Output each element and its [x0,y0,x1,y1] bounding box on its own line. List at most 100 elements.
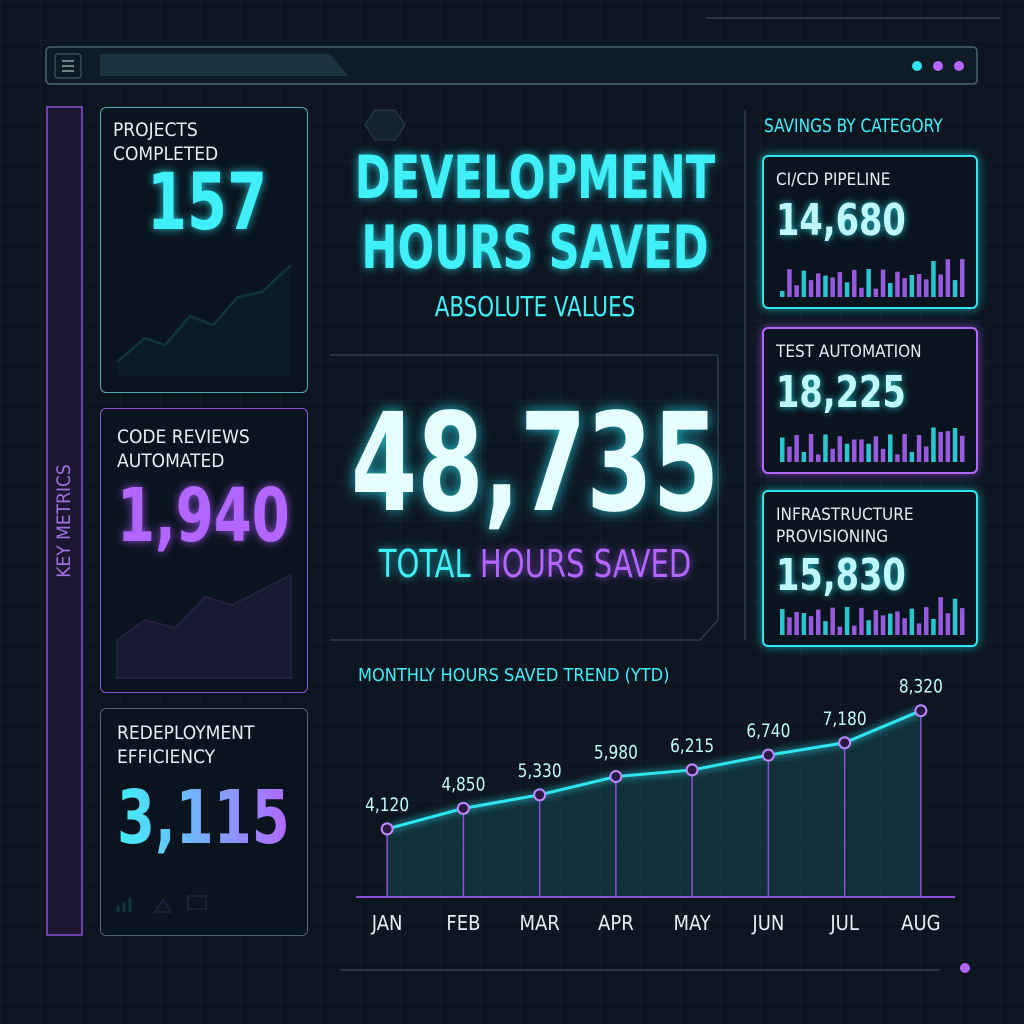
data-point [761,748,775,762]
trend-line [386,709,922,831]
mini-bar [780,437,785,462]
value-label: 5,330 [518,760,562,782]
x-tick-label: FEB [446,911,480,935]
metric-card: CODE REVIEWS AUTOMATED 1,940 [100,408,308,693]
mini-bar [916,273,922,297]
value-label: 6,740 [746,720,790,742]
mini-bar [787,269,792,297]
category-label: INFRASTRUCTURE PROVISIONING [776,505,914,547]
data-point [838,736,852,750]
title: HOURS SAVED [361,213,709,283]
mini-bar [931,427,936,462]
category-value: 15,830 [776,550,906,601]
mini-bar [808,616,814,635]
metric-value: 157 [147,158,268,248]
metric-card: REDEPLOYMENT EFFICIENCY 3,115 [100,708,308,936]
mini-bar [931,260,936,297]
mini-bar [945,259,951,297]
line-area [387,710,921,897]
metric-value: 1,940 [117,473,290,559]
data-point [380,822,394,836]
category-label: TEST AUTOMATION [776,342,922,362]
decor-dot [960,963,970,973]
mini-bar [794,611,799,635]
x-tick-label: JUN [751,911,784,935]
x-tick-label: MAY [673,911,711,935]
mini-bar [844,443,850,462]
total-label: TOTAL HOURS SAVED [361,542,710,586]
x-tick-label: AUG [901,911,940,935]
value-label: 4,850 [441,774,485,796]
sidebar [46,106,83,936]
mini-bars [780,427,965,462]
data-point [685,763,699,777]
mini-bar [945,431,951,462]
mini-bar [859,287,864,297]
mini-bar [787,617,792,635]
status-dot [933,61,943,71]
metric-label: REDEPLOYMENT EFFICIENCY [117,722,255,768]
category-label: CI/CD PIPELINE [776,170,891,190]
mini-bar [852,439,857,462]
mini-bar [960,435,965,462]
search-bar[interactable] [100,54,348,76]
mini-bars [780,597,965,635]
category-card: CI/CD PIPELINE 14,680 [762,155,978,309]
category-card: TEST AUTOMATION 18,225 [762,327,978,474]
category-value: 18,225 [776,367,906,418]
mini-bar [888,613,893,635]
mini-bar [952,280,958,297]
mini-bar [938,274,943,297]
mini-bar [888,434,893,462]
total-label-part: HOURS SAVED [479,542,692,586]
mini-bar [880,615,886,635]
menu-button[interactable] [54,53,82,79]
mini-bar [902,278,907,297]
menu-icon [62,60,74,72]
value-label: 4,120 [365,794,409,816]
mini-bars [780,259,965,297]
data-point [456,801,470,815]
mini-bar [960,608,965,635]
mini-bar [859,439,864,462]
x-tick-label: JUL [829,911,859,935]
status-dot [912,61,922,71]
mini-bar [837,626,843,635]
mini-bar [873,288,879,297]
mini-bar [823,621,828,635]
decor-line [330,17,1000,641]
mini-bar [909,274,915,297]
category-card: INFRASTRUCTURE PROVISIONING 15,830 [762,490,978,647]
mini-bar [902,434,907,462]
mini-bar [823,275,828,297]
mini-bar [830,448,835,462]
mini-bar [816,609,821,635]
mini-bar [938,431,943,462]
mini-bar [895,454,900,462]
mini-bar [787,446,792,462]
mini-bar [902,618,907,635]
mini-bar [830,607,835,635]
mini-bar [794,285,799,297]
decor-line [340,110,940,971]
mini-bar [888,283,893,297]
mini-bar [794,435,799,462]
mini-bar [801,270,807,297]
mini-bar [924,607,929,635]
category-title: SAVINGS BY CATEGORY [764,115,943,137]
mini-bar [866,269,871,297]
x-tick-label: APR [598,911,634,935]
decor-hex [364,109,406,141]
mini-bar [895,271,900,297]
mini-bar [945,613,951,635]
mini-bar [801,451,807,462]
mini-bar [880,448,886,462]
metric-card: PROJECTS COMPLETED 157 [100,107,308,393]
mini-bar [909,451,915,462]
mini-bar [873,610,879,635]
value-label: 8,320 [899,676,943,698]
mini-bar [931,618,936,635]
mini-bar [823,434,828,462]
data-point [914,704,928,718]
subtitle: ABSOLUTE VALUES [434,290,636,323]
